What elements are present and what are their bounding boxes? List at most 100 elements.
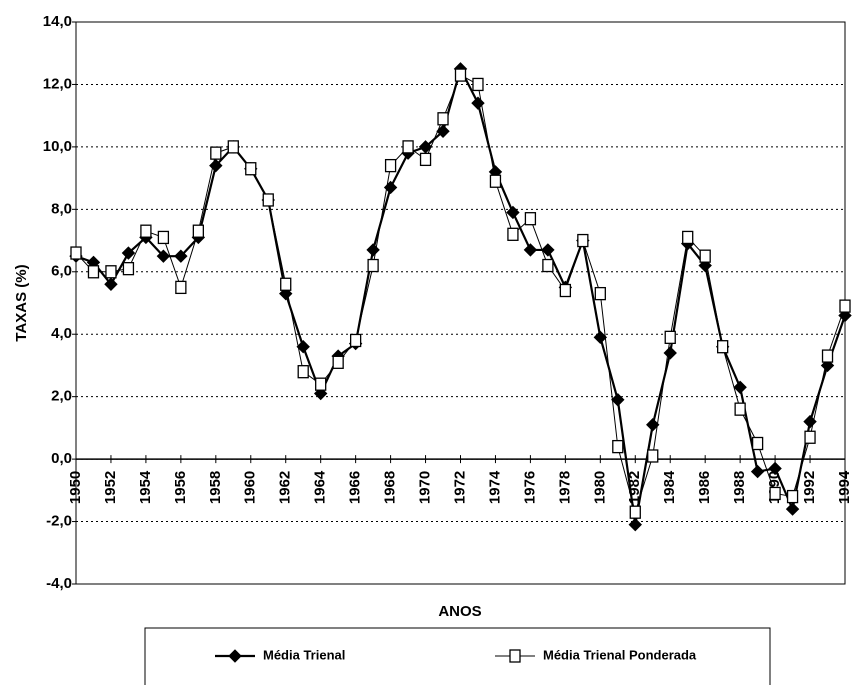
y-tick-label: 0,0 — [51, 450, 72, 467]
y-tick-label: 6,0 — [51, 263, 72, 280]
data-point — [628, 517, 642, 532]
data-point — [663, 346, 677, 360]
data-point — [524, 212, 537, 226]
data-point — [750, 464, 765, 479]
data-point — [227, 140, 239, 154]
x-tick-label: 1960 — [242, 471, 259, 504]
data-point — [612, 439, 624, 454]
data-point — [541, 243, 555, 257]
x-axis-label: ANOS — [438, 603, 481, 620]
data-point — [192, 224, 204, 238]
data-point — [366, 243, 380, 257]
y-tick-label: -2,0 — [46, 513, 72, 530]
data-point — [506, 205, 520, 220]
y-tick-label: 12,0 — [43, 75, 72, 92]
data-point — [768, 461, 782, 476]
data-point — [104, 277, 118, 291]
y-axis-label: TAXAS (%) — [13, 264, 30, 341]
data-point — [454, 68, 467, 82]
data-point — [751, 436, 764, 451]
legend-label: Média Trienal — [263, 647, 345, 662]
data-point — [559, 283, 572, 298]
data-point — [839, 299, 851, 313]
x-tick-label: 1968 — [382, 471, 399, 504]
data-point — [157, 230, 170, 245]
data-point — [313, 386, 328, 401]
data-point — [70, 246, 82, 260]
x-tick-label: 1986 — [696, 471, 713, 504]
data-point — [489, 174, 502, 188]
data-point — [87, 265, 100, 279]
y-tick-label: 2,0 — [51, 388, 72, 405]
data-point — [733, 380, 747, 395]
x-tick-label: 1964 — [312, 470, 329, 504]
data-point — [174, 249, 188, 263]
x-tick-label: 1950 — [67, 471, 84, 504]
x-tick-label: 1988 — [731, 471, 748, 504]
y-tick-label: 10,0 — [43, 138, 72, 155]
data-point — [296, 340, 310, 354]
x-tick-label: 1992 — [801, 471, 818, 504]
data-point — [122, 262, 135, 276]
data-point — [523, 243, 538, 257]
data-point — [734, 402, 746, 416]
data-point — [593, 330, 608, 345]
data-point — [280, 277, 292, 291]
data-point — [384, 158, 397, 173]
data-point — [349, 333, 362, 348]
data-point — [156, 249, 171, 263]
x-tick-label: 1958 — [207, 471, 224, 504]
x-tick-label: 1970 — [417, 471, 434, 504]
x-tick-label: 1976 — [521, 471, 538, 504]
x-tick-label: 1962 — [277, 471, 294, 504]
data-point — [297, 365, 309, 379]
data-point — [507, 227, 519, 241]
x-tick-label: 1956 — [172, 471, 189, 504]
data-point — [279, 286, 293, 301]
data-point — [332, 355, 344, 369]
data-point — [698, 258, 712, 273]
data-point — [682, 230, 694, 245]
y-tick-label: 8,0 — [51, 200, 72, 217]
data-point — [402, 140, 414, 154]
data-point — [140, 224, 152, 238]
data-point — [262, 193, 274, 207]
data-point — [419, 152, 432, 167]
data-point — [245, 162, 257, 176]
data-point — [804, 430, 816, 444]
x-tick-label: 1978 — [556, 471, 573, 504]
data-point — [577, 233, 589, 248]
x-tick-label: 1974 — [486, 470, 503, 504]
data-point — [542, 258, 554, 273]
data-point — [105, 265, 117, 279]
data-point — [210, 146, 222, 160]
data-point — [175, 280, 187, 295]
x-tick-label: 1972 — [451, 471, 468, 504]
y-tick-label: 4,0 — [51, 325, 72, 342]
x-tick-label: 1952 — [102, 471, 119, 504]
data-point — [717, 340, 729, 354]
series-line — [75, 74, 846, 514]
x-tick-label: 1980 — [591, 471, 608, 504]
data-point — [821, 349, 834, 363]
y-tick-label: -4,0 — [46, 575, 72, 592]
legend-marker — [228, 649, 242, 663]
data-point — [367, 258, 379, 273]
data-point — [647, 449, 659, 463]
data-point — [611, 393, 625, 407]
x-tick-label: 1994 — [836, 470, 853, 504]
data-point — [315, 377, 327, 391]
y-tick-label: 14,0 — [43, 13, 72, 30]
data-point — [699, 249, 711, 263]
x-tick-label: 1966 — [347, 471, 364, 504]
data-point — [594, 286, 606, 301]
legend-label: Média Trienal Ponderada — [543, 647, 697, 662]
data-point — [769, 486, 781, 501]
data-point — [629, 505, 641, 519]
data-point — [472, 77, 484, 92]
legend-marker — [509, 649, 521, 663]
data-point — [646, 418, 660, 432]
data-point — [437, 112, 449, 126]
x-tick-label: 1954 — [137, 470, 154, 504]
